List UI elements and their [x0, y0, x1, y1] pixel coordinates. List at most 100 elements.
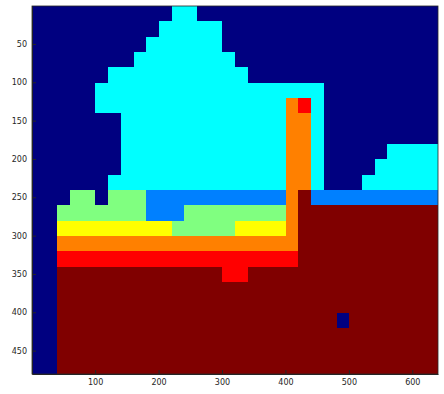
cell	[413, 175, 426, 191]
cell	[197, 159, 210, 175]
cell	[400, 37, 413, 53]
cell	[324, 159, 337, 175]
cell	[210, 267, 223, 283]
cell	[413, 236, 426, 252]
cell	[349, 328, 362, 344]
cell	[235, 328, 248, 344]
cell	[146, 297, 159, 313]
cell	[273, 251, 286, 267]
cell	[286, 52, 299, 68]
cell	[197, 144, 210, 160]
cell	[298, 236, 311, 252]
cell	[172, 175, 185, 191]
cell	[210, 129, 223, 145]
cell	[210, 221, 223, 237]
cell	[349, 159, 362, 175]
cell	[362, 98, 375, 114]
cell	[387, 282, 400, 298]
cell	[260, 343, 273, 359]
cell	[375, 21, 388, 37]
cell	[184, 359, 197, 374]
cell	[298, 359, 311, 374]
cell	[95, 98, 108, 114]
cell	[248, 129, 261, 145]
cell	[337, 98, 350, 114]
cell	[349, 52, 362, 68]
cell	[159, 236, 172, 252]
cell	[286, 190, 299, 206]
cell	[362, 236, 375, 252]
cell	[210, 67, 223, 83]
cell	[108, 328, 121, 344]
cell	[375, 113, 388, 129]
cell	[45, 328, 58, 344]
cell	[134, 343, 147, 359]
cell	[146, 52, 159, 68]
cell	[260, 221, 273, 237]
cell	[400, 190, 413, 206]
cell	[324, 236, 337, 252]
cell	[286, 359, 299, 374]
cell	[146, 67, 159, 83]
cell	[83, 83, 96, 99]
cell	[121, 175, 134, 191]
cell	[32, 282, 45, 298]
cell	[121, 144, 134, 160]
cell	[184, 282, 197, 298]
cell	[108, 251, 121, 267]
cell	[248, 21, 261, 37]
cell	[413, 98, 426, 114]
cell	[425, 190, 438, 206]
cell	[298, 129, 311, 145]
cell	[260, 282, 273, 298]
cell	[248, 251, 261, 267]
cell	[375, 52, 388, 68]
cell	[184, 328, 197, 344]
cell	[375, 37, 388, 53]
cell	[95, 144, 108, 160]
x-axis: 100200300400500600	[33, 370, 439, 387]
cell	[83, 205, 96, 221]
cell	[222, 52, 235, 68]
cell	[260, 236, 273, 252]
cell	[210, 297, 223, 313]
cell	[70, 21, 83, 37]
cell	[57, 129, 70, 145]
cell	[349, 343, 362, 359]
cell	[235, 144, 248, 160]
cell	[57, 251, 70, 267]
cell	[286, 267, 299, 283]
cell	[311, 313, 324, 329]
tick: 200	[12, 155, 36, 164]
cell	[45, 67, 58, 83]
cell	[324, 144, 337, 160]
cell	[413, 6, 426, 22]
cell	[235, 37, 248, 53]
cell	[159, 98, 172, 114]
cell	[400, 98, 413, 114]
cell	[32, 129, 45, 145]
cell	[286, 98, 299, 114]
cell	[273, 129, 286, 145]
cell	[425, 343, 438, 359]
tick: 50	[17, 40, 36, 49]
cell	[375, 190, 388, 206]
cell	[83, 251, 96, 267]
cell	[159, 313, 172, 329]
cell	[260, 67, 273, 83]
cell	[134, 190, 147, 206]
cell	[425, 236, 438, 252]
cell	[83, 113, 96, 129]
cell	[45, 175, 58, 191]
cell	[32, 343, 45, 359]
cells	[32, 6, 438, 374]
cell	[32, 37, 45, 53]
cell	[70, 190, 83, 206]
cell	[95, 359, 108, 374]
cell	[134, 359, 147, 374]
cell	[210, 6, 223, 22]
cell	[298, 297, 311, 313]
cell	[197, 175, 210, 191]
cell	[413, 113, 426, 129]
cell	[108, 343, 121, 359]
